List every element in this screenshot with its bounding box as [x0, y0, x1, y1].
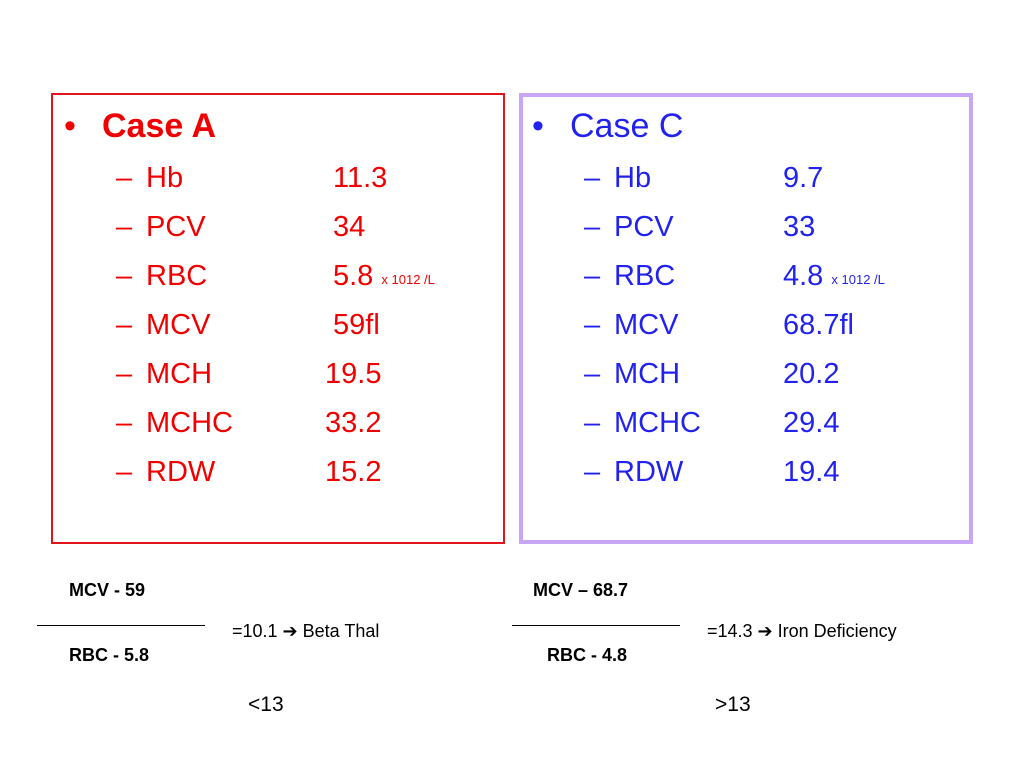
dash-marker: –: [584, 407, 601, 439]
param-row-hb: – Hb 11.3: [116, 160, 496, 196]
param-row-rbc: – RBC 4.8 x 1012 /L: [584, 258, 964, 294]
dash-marker: –: [584, 162, 601, 194]
param-row-mcv: – MCV 59fl: [116, 307, 496, 343]
param-value: 33.2: [325, 405, 381, 441]
formula-a-result: =10.1 ➔ Beta Thal: [232, 621, 380, 641]
param-value: 5.8 x 1012 /L: [333, 258, 435, 298]
formula-c-numerator: MCV – 68.7: [533, 580, 629, 600]
param-value: 9.7: [783, 160, 823, 196]
formula-c-threshold: >13: [715, 693, 751, 716]
param-value-number: 5.8: [333, 260, 374, 292]
formula-a-numerator: MCV - 59: [69, 580, 146, 600]
dash-marker: –: [116, 260, 133, 292]
case-c-label: Case C: [570, 107, 684, 145]
case-a-label: Case A: [102, 107, 217, 145]
formula-c-fraction-line: [512, 625, 680, 626]
formula-c-result: =14.3 ➔ Iron Deficiency: [707, 621, 897, 641]
param-value: 33: [783, 209, 815, 245]
param-value: 59fl: [333, 307, 380, 343]
dash-marker: –: [116, 358, 133, 390]
param-value-number: 11.3: [333, 162, 388, 194]
param-value-number: 19.4: [783, 456, 840, 488]
dash-marker: –: [584, 211, 601, 243]
param-row-hb: – Hb 9.7: [584, 160, 964, 196]
dash-marker: –: [116, 309, 133, 341]
param-value-number: 15.2: [325, 456, 382, 488]
param-row-rdw: – RDW 15.2: [116, 454, 496, 490]
dash-marker: –: [116, 162, 133, 194]
param-label: RBC: [614, 260, 676, 292]
dash-marker: –: [116, 407, 133, 439]
param-value-number: 29.4: [783, 407, 840, 439]
param-label: MCHC: [614, 407, 701, 439]
param-row-rbc: – RBC 5.8 x 1012 /L: [116, 258, 496, 294]
param-label: RBC: [146, 260, 208, 292]
dash-marker: –: [584, 309, 601, 341]
param-unit: x 1012 /L: [831, 272, 885, 287]
param-value-number: 68.7fl: [783, 309, 854, 341]
param-value: 15.2: [325, 454, 381, 490]
param-value-number: 20.2: [783, 358, 840, 390]
param-value-number: 33.2: [325, 407, 382, 439]
param-value-number: 19.5: [325, 358, 382, 390]
param-value: 11.3: [333, 160, 387, 196]
param-row-pcv: – PCV 34: [116, 209, 496, 245]
formula-c-denominator: RBC - 4.8: [547, 645, 628, 665]
case-c-title: • Case C: [532, 104, 683, 148]
dash-marker: –: [116, 456, 133, 488]
formula-a-threshold: <13: [248, 693, 284, 716]
param-value: 68.7fl: [783, 307, 854, 343]
param-label: MCH: [146, 358, 213, 390]
param-row-mcv: – MCV 68.7fl: [584, 307, 964, 343]
param-row-mch: – MCH 20.2: [584, 356, 964, 392]
dash-marker: –: [584, 260, 601, 292]
dash-marker: –: [116, 211, 133, 243]
param-value-number: 4.8: [783, 260, 824, 292]
param-row-mch: – MCH 19.5: [116, 356, 496, 392]
bullet-icon: •: [64, 107, 76, 145]
param-row-mchc: – MCHC 33.2: [116, 405, 496, 441]
param-value-number: 9.7: [783, 162, 824, 194]
param-label: MCV: [146, 309, 211, 341]
param-row-rdw: – RDW 19.4: [584, 454, 964, 490]
param-value: 29.4: [783, 405, 839, 441]
formula-a-fraction-line: [37, 625, 205, 626]
param-value: 19.4: [783, 454, 839, 490]
param-label: MCV: [614, 309, 679, 341]
param-value-number: 34: [333, 211, 366, 243]
param-value-number: 33: [783, 211, 816, 243]
param-unit: x 1012 /L: [381, 272, 435, 287]
param-row-mchc: – MCHC 29.4: [584, 405, 964, 441]
param-label: Hb: [146, 162, 184, 194]
param-label: MCHC: [146, 407, 233, 439]
formula-a-denominator: RBC - 5.8: [69, 645, 150, 665]
param-value-number: 59fl: [333, 309, 380, 341]
bullet-icon: •: [532, 107, 544, 145]
dash-marker: –: [584, 358, 601, 390]
param-value: 20.2: [783, 356, 839, 392]
param-label: Hb: [614, 162, 652, 194]
param-value: 19.5: [325, 356, 381, 392]
dash-marker: –: [584, 456, 601, 488]
param-row-pcv: – PCV 33: [584, 209, 964, 245]
param-value: 34: [333, 209, 365, 245]
case-c-box: [519, 93, 973, 544]
case-a-box: [51, 93, 505, 544]
param-label: PCV: [146, 211, 206, 243]
param-label: PCV: [614, 211, 674, 243]
param-label: MCH: [614, 358, 681, 390]
param-label: RDW: [146, 456, 216, 488]
param-value: 4.8 x 1012 /L: [783, 258, 885, 298]
case-a-title: • Case A: [64, 104, 216, 148]
param-label: RDW: [614, 456, 684, 488]
